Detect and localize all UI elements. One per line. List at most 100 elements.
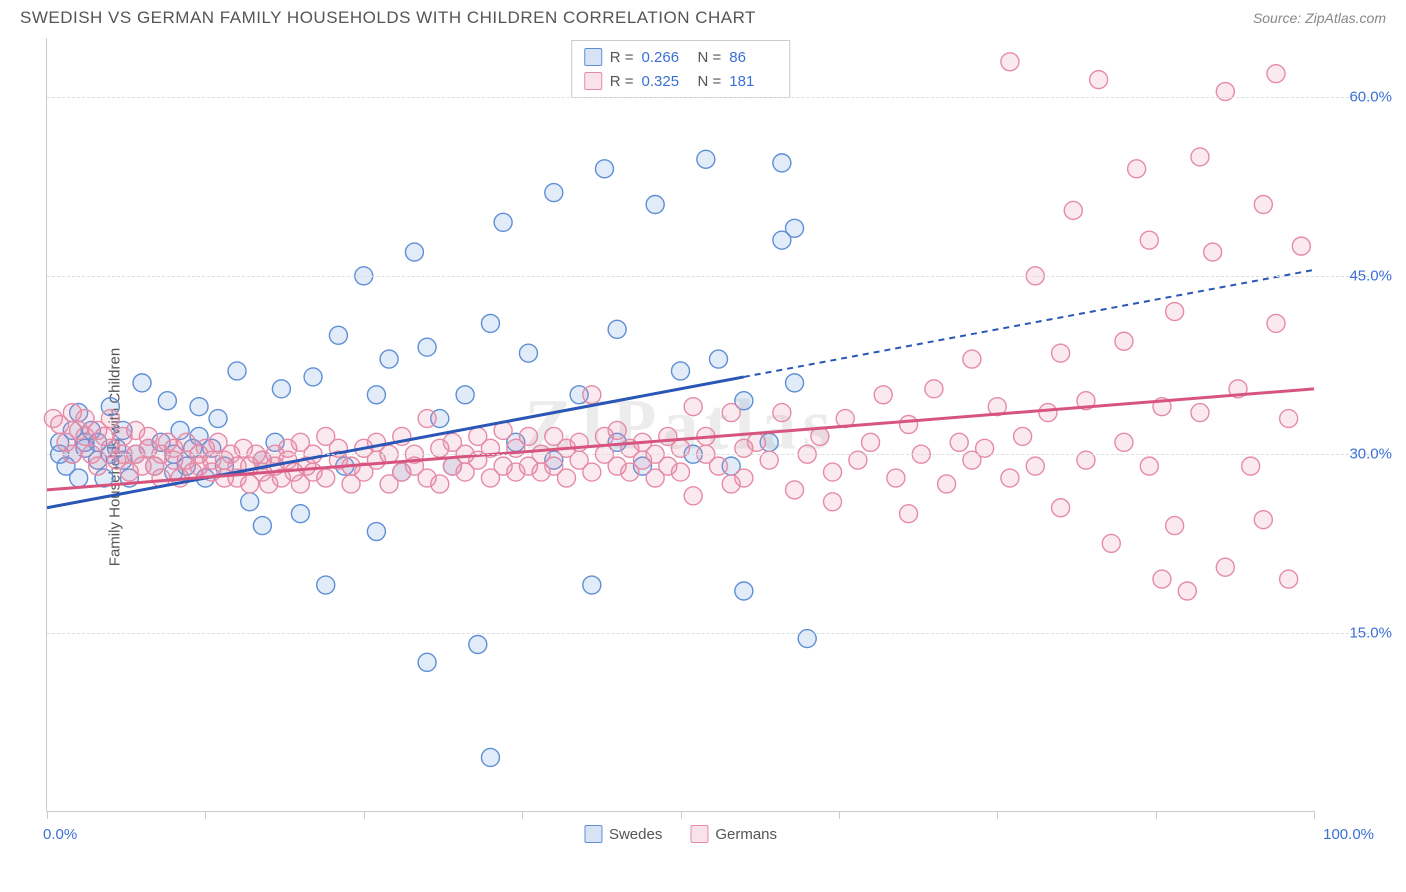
plot-area: ZIPatlas R = 0.266 N = 86 R = 0.325 N = … bbox=[46, 38, 1314, 812]
data-point-swedes bbox=[228, 362, 246, 380]
data-point-germans bbox=[1166, 517, 1184, 535]
data-point-germans bbox=[1140, 457, 1158, 475]
data-point-swedes bbox=[608, 320, 626, 338]
legend-label-swedes: Swedes bbox=[609, 826, 662, 843]
data-point-germans bbox=[1001, 469, 1019, 487]
data-point-germans bbox=[101, 410, 119, 428]
data-point-germans bbox=[773, 404, 791, 422]
regression-extrapolation-swedes bbox=[744, 270, 1314, 377]
data-point-germans bbox=[317, 469, 335, 487]
data-point-swedes bbox=[786, 219, 804, 237]
gridline bbox=[47, 454, 1374, 455]
legend-label-germans: Germans bbox=[715, 826, 777, 843]
data-point-germans bbox=[583, 463, 601, 481]
data-point-germans bbox=[824, 493, 842, 511]
data-point-germans bbox=[735, 469, 753, 487]
gridline bbox=[47, 633, 1374, 634]
r-value-germans: 0.325 bbox=[642, 73, 690, 90]
data-point-swedes bbox=[304, 368, 322, 386]
data-point-swedes bbox=[190, 398, 208, 416]
n-value-swedes: 86 bbox=[729, 49, 777, 66]
y-tick-label: 45.0% bbox=[1349, 267, 1392, 284]
data-point-germans bbox=[1052, 499, 1070, 517]
x-max-label: 100.0% bbox=[1323, 826, 1374, 843]
gridline bbox=[47, 97, 1374, 98]
data-point-germans bbox=[862, 433, 880, 451]
data-point-swedes bbox=[317, 576, 335, 594]
x-tick bbox=[681, 811, 682, 819]
y-tick-label: 30.0% bbox=[1349, 446, 1392, 463]
data-point-germans bbox=[1204, 243, 1222, 261]
data-point-germans bbox=[1102, 534, 1120, 552]
data-point-germans bbox=[519, 427, 537, 445]
data-point-swedes bbox=[583, 576, 601, 594]
data-point-germans bbox=[1254, 511, 1272, 529]
data-point-swedes bbox=[405, 243, 423, 261]
data-point-germans bbox=[89, 457, 107, 475]
y-tick-label: 15.0% bbox=[1349, 624, 1392, 641]
data-point-germans bbox=[1242, 457, 1260, 475]
data-point-germans bbox=[139, 427, 157, 445]
data-point-germans bbox=[1267, 314, 1285, 332]
legend-row-swedes: R = 0.266 N = 86 bbox=[584, 45, 778, 69]
data-point-swedes bbox=[697, 150, 715, 168]
data-point-germans bbox=[418, 410, 436, 428]
data-point-germans bbox=[1140, 231, 1158, 249]
data-point-swedes bbox=[672, 362, 690, 380]
data-point-swedes bbox=[329, 326, 347, 344]
data-point-germans bbox=[1267, 65, 1285, 83]
data-point-swedes bbox=[272, 380, 290, 398]
data-point-germans bbox=[1052, 344, 1070, 362]
data-point-swedes bbox=[494, 213, 512, 231]
data-point-germans bbox=[963, 350, 981, 368]
data-point-germans bbox=[824, 463, 842, 481]
x-tick bbox=[364, 811, 365, 819]
r-value-swedes: 0.266 bbox=[642, 49, 690, 66]
data-point-swedes bbox=[456, 386, 474, 404]
data-point-germans bbox=[1001, 53, 1019, 71]
legend-item-germans: Germans bbox=[690, 825, 777, 843]
data-point-germans bbox=[1280, 570, 1298, 588]
data-point-swedes bbox=[418, 338, 436, 356]
source-attribution: Source: ZipAtlas.com bbox=[1253, 10, 1386, 26]
data-point-swedes bbox=[519, 344, 537, 362]
chart-container: Family Households with Children ZIPatlas… bbox=[0, 32, 1406, 882]
data-point-germans bbox=[1153, 570, 1171, 588]
data-point-swedes bbox=[158, 392, 176, 410]
data-point-swedes bbox=[133, 374, 151, 392]
data-point-germans bbox=[874, 386, 892, 404]
data-point-swedes bbox=[253, 517, 271, 535]
data-point-swedes bbox=[418, 653, 436, 671]
data-point-germans bbox=[1115, 433, 1133, 451]
data-point-germans bbox=[1178, 582, 1196, 600]
data-point-germans bbox=[1090, 71, 1108, 89]
data-point-germans bbox=[1128, 160, 1146, 178]
data-point-swedes bbox=[241, 493, 259, 511]
r-label: R = bbox=[610, 73, 634, 90]
x-min-label: 0.0% bbox=[43, 826, 77, 843]
data-point-germans bbox=[1191, 148, 1209, 166]
data-point-germans bbox=[1064, 201, 1082, 219]
scatter-svg bbox=[47, 38, 1314, 811]
data-point-germans bbox=[900, 416, 918, 434]
swatch-germans bbox=[584, 72, 602, 90]
x-tick bbox=[997, 811, 998, 819]
data-point-germans bbox=[1254, 195, 1272, 213]
swatch-swedes bbox=[584, 825, 602, 843]
data-point-swedes bbox=[481, 748, 499, 766]
data-point-swedes bbox=[209, 410, 227, 428]
n-value-germans: 181 bbox=[729, 73, 777, 90]
data-point-germans bbox=[1292, 237, 1310, 255]
correlation-legend: R = 0.266 N = 86 R = 0.325 N = 181 bbox=[571, 40, 791, 98]
x-tick bbox=[1314, 811, 1315, 819]
data-point-swedes bbox=[773, 154, 791, 172]
y-tick-label: 60.0% bbox=[1349, 89, 1392, 106]
data-point-germans bbox=[1166, 303, 1184, 321]
n-label: N = bbox=[698, 49, 722, 66]
r-label: R = bbox=[610, 49, 634, 66]
series-legend: Swedes Germans bbox=[584, 825, 777, 843]
data-point-germans bbox=[672, 463, 690, 481]
data-point-germans bbox=[710, 457, 728, 475]
data-point-swedes bbox=[367, 386, 385, 404]
data-point-swedes bbox=[545, 184, 563, 202]
